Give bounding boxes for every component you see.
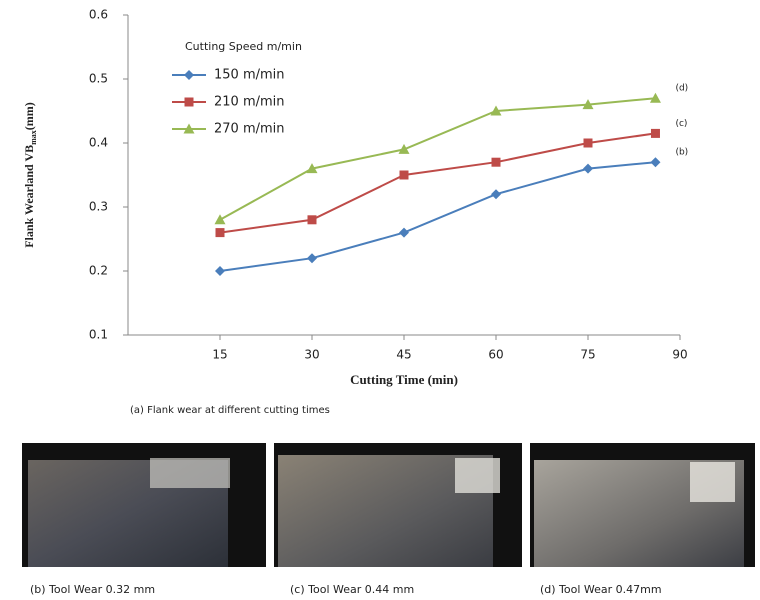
y-label-sub: max <box>29 130 38 145</box>
point <box>215 266 225 276</box>
photo-caption: (c) Tool Wear 0.44 mm <box>290 583 414 596</box>
annotation: (d) <box>675 84 688 94</box>
x-tick-label: 30 <box>304 348 319 362</box>
x-tick-label: 45 <box>396 348 411 362</box>
legend-marker <box>184 97 194 107</box>
point <box>306 163 318 174</box>
legend-marker <box>184 70 194 80</box>
y-tick-label: 0.5 <box>89 72 108 86</box>
wear-zone <box>690 462 735 502</box>
wear-zone <box>150 458 230 488</box>
legend-label: 270 m/min <box>214 122 285 137</box>
point <box>583 138 593 148</box>
point <box>491 157 501 167</box>
point <box>491 189 501 200</box>
chart: 0.1 0.2 0.3 0.4 0.5 0.6 15 30 45 60 75 90 (b) 150 m/m… <box>89 8 688 362</box>
y-tick-label: 0.6 <box>89 8 108 22</box>
point <box>214 214 226 225</box>
photo-caption: (b) Tool Wear 0.32 mm <box>30 583 155 596</box>
y-label-main: Flank Wearland VB <box>22 145 36 248</box>
y-tick-label: 0.1 <box>89 328 108 342</box>
y-tick-label: 0.4 <box>89 136 108 150</box>
x-tick-label: 60 <box>488 348 503 362</box>
x-tick-label: 75 <box>580 348 595 362</box>
point <box>649 92 661 103</box>
x-tick-label: 90 <box>672 348 687 362</box>
point <box>399 170 409 180</box>
point <box>650 157 661 168</box>
photo-caption: (d) Tool Wear 0.47mm <box>540 583 662 596</box>
point <box>490 105 502 116</box>
x-axis-label: Cutting Time (min) <box>350 372 458 387</box>
annotation: (c) <box>675 119 687 129</box>
point <box>399 227 409 238</box>
point <box>398 143 410 154</box>
y-axis-label: Flank Wearland VBmax(mm) <box>22 102 38 248</box>
legend-label: 210 m/min <box>214 95 285 110</box>
annotation: (b) <box>675 148 688 158</box>
wear-zone <box>455 458 500 493</box>
point <box>650 128 660 138</box>
y-tick-label: 0.3 <box>89 200 108 214</box>
legend-title: Cutting Speed m/min <box>185 40 302 53</box>
legend-label: 150 m/min <box>214 68 285 83</box>
figure-caption: (a) Flank wear at different cutting time… <box>130 405 330 416</box>
point <box>583 163 593 174</box>
point <box>307 215 317 225</box>
x-tick-label: 15 <box>212 348 227 362</box>
series-line <box>219 132 656 234</box>
series-line <box>219 97 656 221</box>
point <box>307 253 317 264</box>
y-label-unit: (mm) <box>22 102 36 130</box>
legend-marker <box>183 123 195 134</box>
point <box>582 99 594 110</box>
y-tick-label: 0.2 <box>89 264 108 278</box>
point <box>215 228 225 238</box>
series-line <box>219 161 656 272</box>
